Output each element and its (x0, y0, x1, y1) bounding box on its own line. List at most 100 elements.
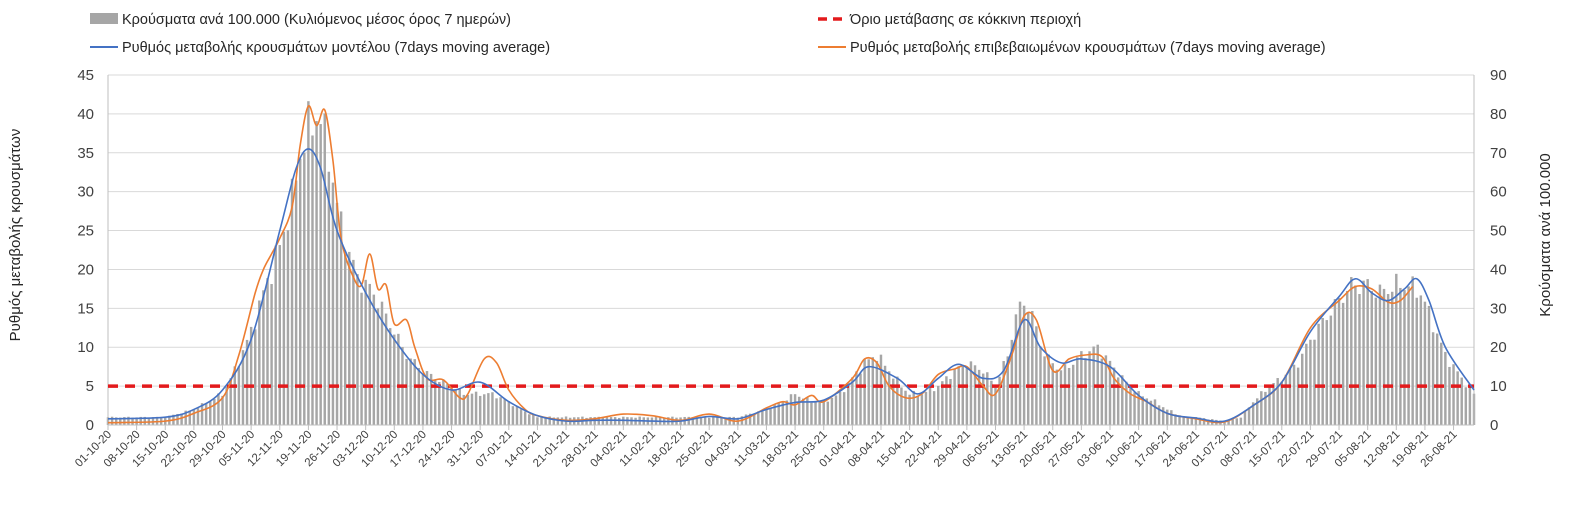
bar (507, 401, 511, 425)
bar (961, 364, 964, 425)
bar (863, 359, 866, 425)
bar (384, 313, 388, 425)
bar (1415, 297, 1418, 425)
bar (204, 403, 208, 425)
y-tick-label-left: 5 (86, 378, 94, 395)
y-tick-label-right: 30 (1490, 300, 1507, 317)
bar (1055, 369, 1059, 425)
bar (282, 231, 286, 425)
bar (274, 245, 277, 425)
y-tick-label-right: 40 (1490, 261, 1507, 278)
bar (1288, 368, 1292, 425)
bar (213, 398, 216, 425)
bar (290, 178, 294, 425)
bar (536, 417, 539, 425)
bar (1076, 357, 1079, 425)
bar (1251, 402, 1255, 425)
y-tick-label-left: 40 (77, 106, 94, 123)
bar (1161, 407, 1165, 425)
bar (1141, 396, 1144, 425)
bar (209, 401, 212, 425)
bar (139, 416, 142, 425)
bar (748, 413, 752, 425)
bar (859, 373, 862, 425)
bar (1399, 287, 1402, 425)
bar (1378, 284, 1382, 425)
bar (998, 376, 1001, 425)
y-tick-label-left: 35 (77, 145, 94, 162)
bar (1370, 291, 1373, 425)
bar (1010, 339, 1014, 425)
bar (793, 394, 797, 425)
bar (1002, 361, 1005, 425)
bar (192, 409, 196, 425)
bar (830, 397, 834, 425)
bar (446, 384, 449, 425)
bar (1182, 417, 1185, 425)
bar (532, 414, 535, 425)
bar (1186, 416, 1189, 425)
bar (1431, 332, 1435, 425)
bar (1133, 392, 1136, 425)
bar (552, 417, 556, 425)
bar (466, 395, 470, 425)
bar (822, 399, 825, 425)
bar (429, 373, 433, 425)
bar (1137, 391, 1140, 425)
y-tick-label-right: 80 (1490, 106, 1507, 123)
bar (618, 417, 621, 425)
bar (298, 158, 302, 425)
bar (1063, 364, 1067, 425)
bar (1313, 339, 1316, 425)
bar (1260, 391, 1263, 425)
bar (1272, 383, 1275, 425)
bar (1088, 351, 1091, 425)
gridlines (108, 74, 1474, 426)
bar (883, 365, 887, 425)
bar (851, 377, 854, 425)
bar (1149, 400, 1153, 425)
bar (941, 381, 944, 425)
line-series (107, 105, 1475, 424)
bar (474, 391, 478, 425)
bar (503, 398, 506, 425)
bar (1071, 364, 1075, 425)
bar (1051, 363, 1054, 425)
y-tick-label-right: 0 (1490, 417, 1498, 434)
bar (307, 101, 310, 426)
legend-item-confirmed: Ρυθμός μεταβολής επιβεβαιωμένων κρουσμάτ… (818, 40, 1326, 56)
bar (515, 405, 519, 425)
bar (388, 328, 392, 425)
bar (1464, 387, 1468, 425)
bar (818, 401, 821, 425)
bar (847, 382, 850, 425)
bar (1350, 277, 1353, 425)
bar (1440, 342, 1443, 425)
bar (920, 394, 924, 425)
bar (949, 378, 952, 425)
bar (131, 417, 134, 425)
bar (904, 390, 907, 425)
bar (360, 292, 363, 425)
bar (802, 398, 805, 425)
bar (1325, 320, 1328, 425)
bar (393, 334, 396, 425)
bar (1174, 414, 1177, 425)
bar (912, 390, 915, 425)
bar (838, 391, 842, 425)
bar (928, 387, 932, 425)
bar (1206, 419, 1210, 425)
bar (957, 366, 960, 425)
bar (1022, 305, 1026, 425)
bar (1059, 370, 1063, 425)
bar (540, 417, 543, 425)
bar (871, 357, 875, 425)
bar (1460, 377, 1463, 425)
bar (1358, 294, 1361, 425)
bar (1031, 311, 1034, 425)
bar (1256, 398, 1259, 425)
bar (867, 359, 870, 425)
bar (687, 416, 690, 425)
bar (1292, 364, 1296, 425)
bar (924, 391, 928, 425)
